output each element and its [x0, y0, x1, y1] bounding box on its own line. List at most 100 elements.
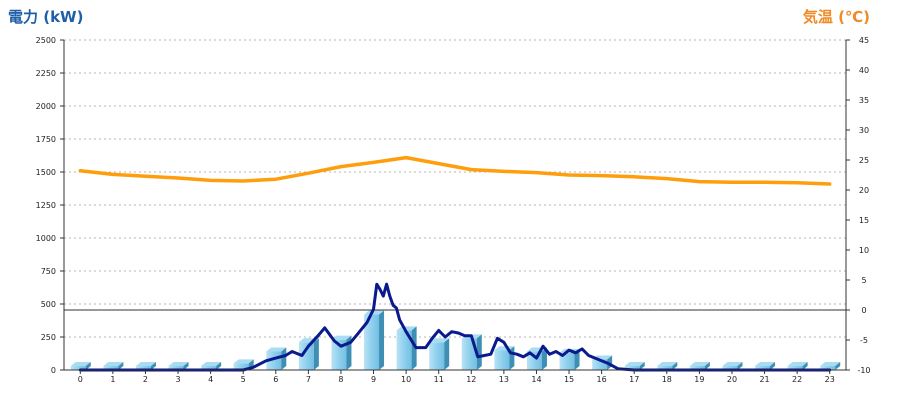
right-tick-label: 5 [861, 276, 866, 285]
power-bar-front [233, 363, 249, 370]
power-bar-side [183, 362, 189, 370]
power-bar [657, 362, 678, 370]
temperature-line [78, 155, 832, 186]
power-bar-front [755, 366, 771, 370]
x-tick-label: 1 [110, 375, 115, 384]
power-bar [722, 362, 743, 370]
power-bar-front [103, 366, 119, 370]
power-bar-side [476, 334, 482, 370]
power-bar-side [639, 362, 645, 370]
right-tick-label: 35 [859, 96, 869, 105]
power-bar-side [313, 338, 319, 370]
power-bar-top [820, 362, 841, 367]
power-bar [70, 362, 91, 370]
x-tick-label: 18 [662, 375, 672, 384]
x-tick-label: 2 [143, 375, 148, 384]
power-bar-side [835, 362, 841, 370]
x-tick-label: 9 [371, 375, 376, 384]
x-tick-label: 3 [175, 375, 180, 384]
right-tick-label: 20 [859, 186, 869, 195]
power-bar-top [168, 362, 189, 367]
power-bar-front [168, 366, 184, 370]
x-tick-label: 16 [597, 375, 607, 384]
x-tick-label: 13 [499, 375, 509, 384]
power-bar-side [541, 347, 547, 370]
power-bar [559, 348, 580, 370]
power-bar-side [85, 362, 91, 370]
power-bar [429, 338, 450, 370]
power-bar-top [233, 359, 254, 364]
power-bar-front [298, 342, 314, 370]
power-bar [787, 362, 808, 370]
power-bar [168, 362, 189, 370]
x-tick-label: 17 [629, 375, 639, 384]
power-bar-top [266, 347, 287, 352]
power-bar [103, 362, 124, 370]
power-bar [364, 310, 385, 370]
power-bar-front [135, 366, 151, 370]
right-tick-label: 15 [859, 216, 869, 225]
power-bar-top [103, 362, 124, 367]
power-bar-top [135, 362, 156, 367]
power-bar-side [672, 362, 678, 370]
power-bar-side [281, 347, 287, 370]
power-bar [624, 362, 645, 370]
power-bar [331, 335, 352, 370]
power-bar-side [444, 338, 450, 370]
left-tick-label: 1500 [36, 168, 56, 177]
power-bar-top [331, 335, 352, 340]
x-tick-label: 0 [78, 375, 83, 384]
left-tick-label: 1750 [36, 135, 56, 144]
power-bar-top [364, 310, 385, 315]
x-tick-label: 4 [208, 375, 213, 384]
power-bar-side [216, 362, 222, 370]
left-tick-label: 1250 [36, 201, 56, 210]
power-bar-front [722, 366, 738, 370]
right-tick-label: -5 [860, 336, 868, 345]
right-tick-label: 25 [859, 156, 869, 165]
power-bar-front [820, 366, 836, 370]
power-bar-front [624, 366, 640, 370]
left-tick-label: 2250 [36, 69, 56, 78]
x-tick-label: 12 [466, 375, 476, 384]
power-bar-front [364, 314, 380, 370]
right-tick-label: 30 [859, 126, 869, 135]
power-bar [755, 362, 776, 370]
left-tick-label: 2000 [36, 102, 56, 111]
power-bar-side [802, 362, 808, 370]
power-bar-side [150, 362, 156, 370]
power-bar-top [429, 338, 450, 343]
power-bar-front [559, 352, 575, 370]
x-tick-label: 15 [564, 375, 574, 384]
power-bar [201, 362, 222, 370]
power-bar-side [770, 362, 776, 370]
power-bar [689, 362, 710, 370]
power-bar-top [755, 362, 776, 367]
x-tick-label: 22 [792, 375, 802, 384]
power-bar-front [494, 350, 510, 370]
power-bar-front [201, 366, 217, 370]
power-bar-front [689, 366, 705, 370]
power-bar [298, 338, 319, 370]
x-tick-label: 8 [338, 375, 343, 384]
x-tick-label: 21 [759, 375, 769, 384]
left-tick-label: 0 [51, 366, 56, 375]
right-tick-label: -10 [857, 366, 870, 375]
x-tick-label: 23 [825, 375, 835, 384]
right-tick-label: 40 [859, 66, 869, 75]
left-tick-label: 250 [41, 333, 56, 342]
x-tick-label: 11 [434, 375, 444, 384]
power-demand-line [78, 282, 832, 372]
power-bar-side [118, 362, 124, 370]
power-bar-front [396, 330, 412, 370]
left-axis-title: 電力 (kW) [8, 8, 84, 26]
power-bar-top [396, 326, 417, 331]
left-tick-label: 750 [41, 267, 56, 276]
left-tick-label: 2500 [36, 36, 56, 45]
power-bar-front [787, 366, 803, 370]
power-bar [396, 326, 417, 370]
power-bar-front [70, 366, 86, 370]
x-tick-label: 5 [241, 375, 246, 384]
power-bar-side [704, 362, 710, 370]
